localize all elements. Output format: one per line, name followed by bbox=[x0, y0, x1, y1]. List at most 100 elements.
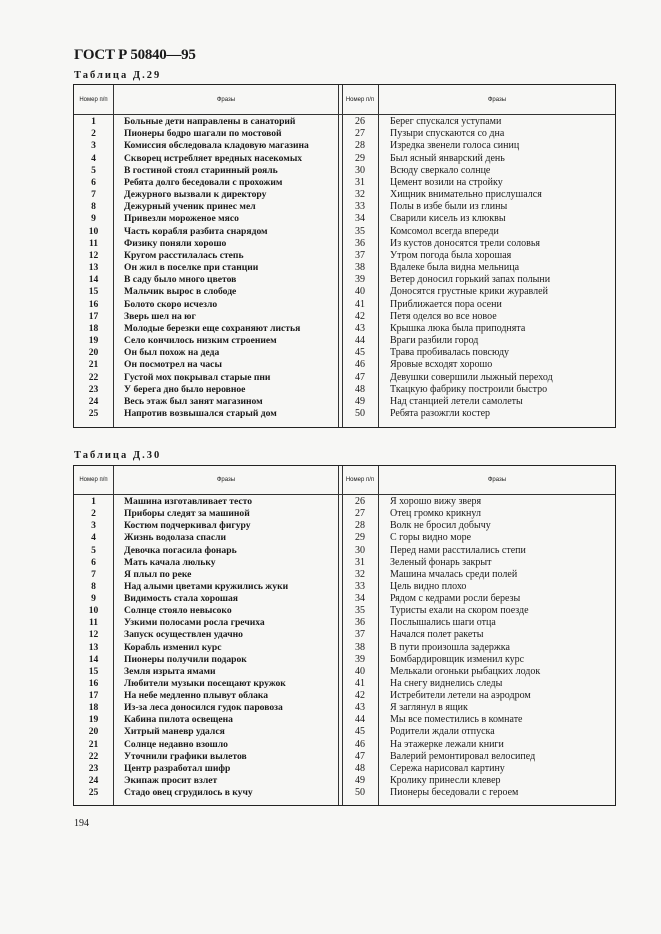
row-number: 29 bbox=[355, 152, 365, 164]
row-phrase: Корабль изменил курс bbox=[124, 641, 222, 653]
row-number: 17 bbox=[88, 310, 99, 322]
row-number: 13 bbox=[88, 641, 99, 653]
row-number: 6 bbox=[91, 176, 96, 188]
row-number: 7 bbox=[91, 568, 96, 580]
row-phrase: Пионеры получили подарок bbox=[124, 653, 247, 665]
column-divider bbox=[113, 85, 114, 427]
row-number: 2 bbox=[91, 128, 96, 140]
row-number: 5 bbox=[91, 164, 96, 176]
row-number: 15 bbox=[88, 286, 99, 298]
row-phrase: Ребята долго беседовали с прохожим bbox=[124, 176, 283, 188]
row-number: 36 bbox=[355, 617, 365, 629]
row-number: 33 bbox=[355, 201, 365, 213]
row-phrase: Дежурный ученик принес мел bbox=[124, 201, 256, 213]
row-phrase: Перед нами расстилались степи bbox=[390, 544, 526, 556]
row-number: 33 bbox=[355, 580, 365, 592]
row-number: 44 bbox=[355, 335, 365, 347]
row-phrase: Пузыри спускаются со дна bbox=[390, 128, 505, 140]
row-phrase: Пионеры бодро шагали по мостовой bbox=[124, 128, 282, 140]
row-phrase: Жизнь водолаза спасли bbox=[124, 532, 227, 544]
row-number: 19 bbox=[88, 335, 99, 347]
row-phrase: Бомбардировщик изменил курс bbox=[390, 653, 525, 665]
row-number: 10 bbox=[88, 605, 99, 617]
row-number: 12 bbox=[88, 629, 99, 641]
row-phrase: Доносятся грустные крики журавлей bbox=[390, 286, 548, 298]
row-phrase: Ребята разожгли костер bbox=[390, 408, 491, 420]
table-header bbox=[74, 466, 615, 495]
row-phrase: Отец громко крикнул bbox=[390, 508, 481, 520]
row-number: 41 bbox=[355, 677, 365, 689]
row-phrase: Из-за леса доносился гудок паровоза bbox=[124, 702, 283, 714]
row-number: 39 bbox=[355, 653, 365, 665]
row-phrase: Уточнили графики вылетов bbox=[124, 750, 247, 762]
row-phrase: Узкими полосами росла гречиха bbox=[124, 617, 265, 629]
row-number: 8 bbox=[91, 201, 96, 213]
row-number: 41 bbox=[355, 298, 365, 310]
row-number: 12 bbox=[88, 249, 99, 261]
row-phrase: На небе медленно плывут облака bbox=[124, 690, 269, 702]
row-phrase: Дежурного вызвали к директору bbox=[124, 189, 267, 201]
row-number: 35 bbox=[355, 225, 365, 237]
row-phrase: С горы видно море bbox=[390, 532, 472, 544]
row-number: 24 bbox=[88, 395, 99, 407]
double-divider bbox=[338, 466, 343, 805]
row-number: 17 bbox=[88, 690, 99, 702]
row-number: 31 bbox=[355, 556, 365, 568]
row-number: 32 bbox=[355, 568, 365, 580]
row-number: 40 bbox=[355, 286, 365, 298]
double-divider bbox=[338, 85, 343, 427]
row-phrase: Изредка звенели голоса синиц bbox=[390, 140, 520, 152]
row-number: 4 bbox=[91, 152, 96, 164]
row-phrase: Всюду сверкало солнце bbox=[390, 164, 491, 176]
header-phrases: Фразы bbox=[487, 477, 507, 483]
table-d30-title: Таблица Д.30 bbox=[74, 450, 162, 461]
row-phrase: Над станцией летели самолеты bbox=[390, 395, 523, 407]
row-phrase: Болото скоро исчезло bbox=[124, 298, 218, 310]
row-phrase: Стадо овец сгрудилось в кучу bbox=[124, 787, 253, 799]
row-phrase: Хитрый маневр удался bbox=[124, 726, 225, 738]
column-divider bbox=[113, 466, 114, 805]
row-phrase: Я заглянул в ящик bbox=[390, 702, 468, 714]
row-number: 38 bbox=[355, 262, 365, 274]
row-phrase: Село кончилось низким строением bbox=[124, 335, 277, 347]
row-number: 42 bbox=[355, 690, 365, 702]
row-phrase: У берега дно было неровное bbox=[124, 383, 246, 395]
header-phrases: Фразы bbox=[216, 96, 236, 103]
page-number: 194 bbox=[74, 818, 89, 829]
row-phrase: Больные дети направлены в санаторий bbox=[124, 116, 296, 127]
header-number: Номер п/п bbox=[345, 477, 375, 483]
row-number: 26 bbox=[355, 496, 365, 507]
row-phrase: Он был похож на деда bbox=[124, 347, 220, 359]
table-d29: Номер п/п Фразы Номер п/п Фразы 1 Больные дет… bbox=[73, 84, 616, 428]
row-number: 23 bbox=[88, 762, 99, 774]
table-d29-title: Таблица Д.29 bbox=[74, 70, 162, 81]
row-phrase: Сережа нарисовал картину bbox=[390, 762, 505, 774]
header-number: Номер п/п bbox=[79, 96, 108, 103]
row-number: 46 bbox=[355, 359, 365, 371]
row-number: 26 bbox=[355, 116, 365, 127]
row-phrase: Был ясный январский день bbox=[390, 152, 505, 164]
row-phrase: Вдалеке была видна мельница bbox=[390, 262, 520, 274]
row-number: 9 bbox=[91, 213, 96, 225]
row-number: 14 bbox=[88, 653, 99, 665]
header-phrases: Фразы bbox=[487, 96, 507, 103]
row-phrase: Физику поняли хорошо bbox=[124, 237, 227, 249]
row-phrase: Ткацкую фабрику построили быстро bbox=[390, 383, 548, 395]
row-phrase: Валерий ремонтировал велосипед bbox=[390, 750, 536, 762]
row-phrase: Густой мох покрывал старые пни bbox=[124, 371, 271, 383]
row-number: 3 bbox=[91, 520, 96, 532]
row-number: 1 bbox=[91, 116, 96, 127]
row-number: 24 bbox=[88, 774, 99, 786]
row-phrase: Видимость стала хорошая bbox=[124, 593, 238, 605]
row-phrase: Петя оделся во все новое bbox=[390, 310, 497, 322]
row-phrase: Он жил в поселке при станции bbox=[124, 262, 259, 274]
table-header bbox=[74, 85, 615, 115]
row-phrase: Приближается пора осени bbox=[390, 298, 502, 310]
row-phrase: Берег спускался уступами bbox=[390, 116, 502, 127]
header-number: Номер п/п bbox=[79, 477, 108, 483]
row-phrase: Девочка погасила фонарь bbox=[124, 544, 237, 556]
row-number: 22 bbox=[88, 371, 99, 383]
row-number: 11 bbox=[88, 617, 99, 629]
row-number: 1 bbox=[91, 496, 96, 507]
row-number: 2 bbox=[91, 508, 96, 520]
